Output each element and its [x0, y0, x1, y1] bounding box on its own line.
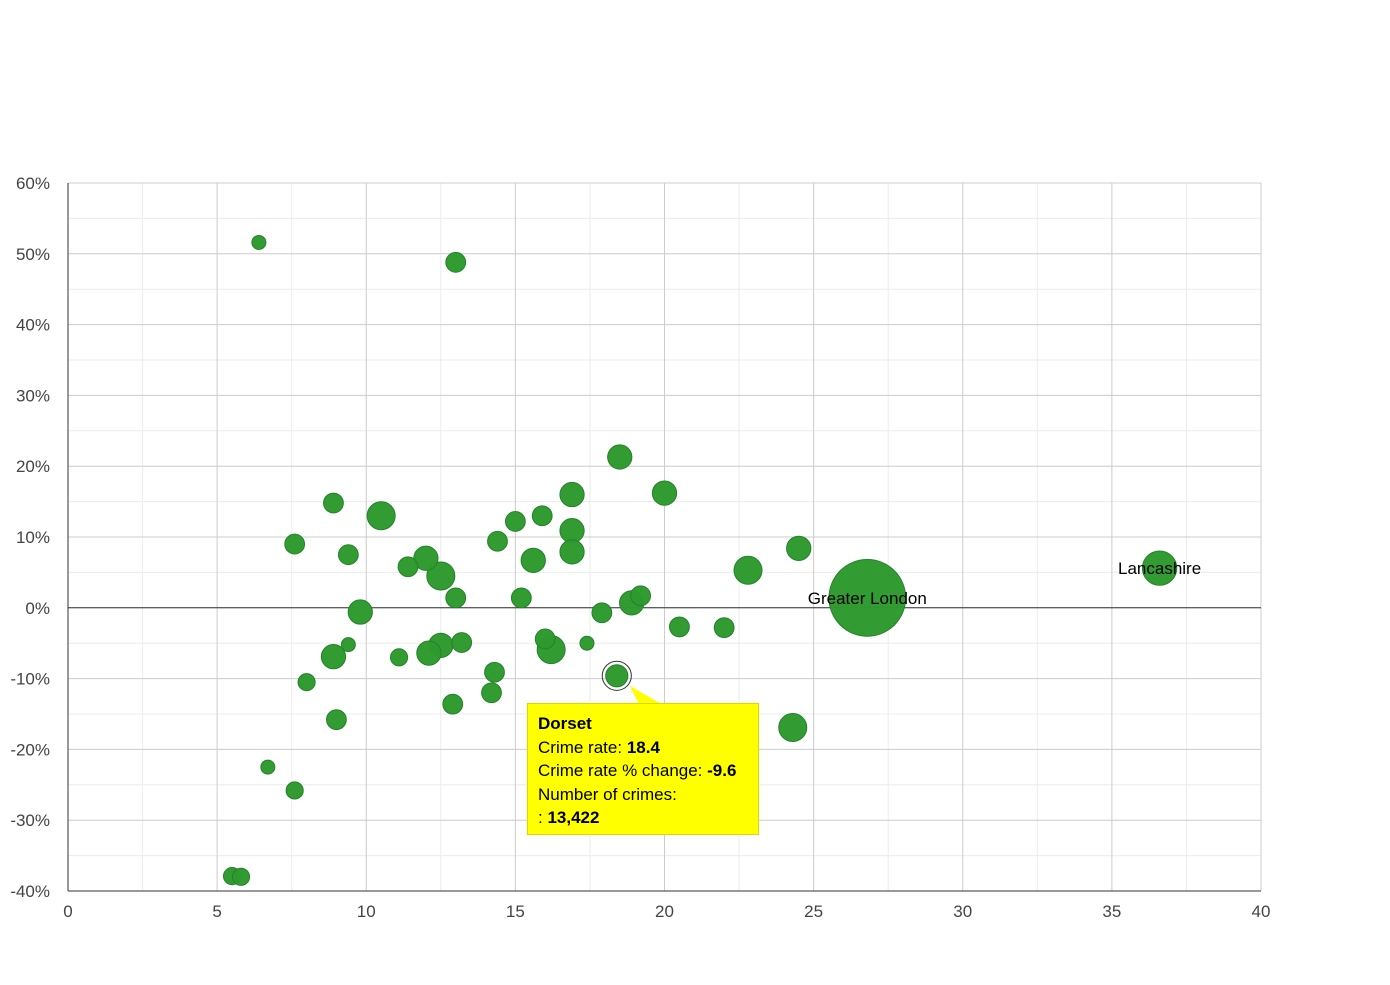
- bubble: [231, 867, 251, 886]
- bubble: [323, 492, 344, 514]
- bubble: [559, 539, 585, 565]
- bubble: [284, 533, 306, 555]
- bubble: [669, 616, 690, 638]
- y-tick-label: -20%: [10, 740, 50, 759]
- y-tick-label: -30%: [10, 811, 50, 830]
- bubble: [504, 511, 526, 532]
- bubble: [389, 648, 409, 667]
- bubble: [559, 481, 585, 508]
- x-tick-label: 25: [804, 902, 823, 921]
- bubble: [579, 635, 595, 651]
- x-tick-label: 30: [953, 902, 972, 921]
- x-tick-label: 35: [1102, 902, 1121, 921]
- bubble-greater-london: [828, 559, 907, 637]
- bubble: [297, 673, 316, 692]
- bubble: [484, 661, 505, 683]
- bubble: [733, 555, 763, 585]
- tooltip-change-label: Crime rate % change:: [538, 761, 703, 780]
- y-tick-label: 30%: [16, 386, 50, 405]
- y-tick-label: 0%: [25, 599, 50, 618]
- tooltip-pointer: [629, 685, 661, 704]
- bubble: [445, 251, 467, 273]
- bubble: [251, 234, 267, 250]
- y-tick-label: 40%: [16, 316, 50, 335]
- bubble: [534, 628, 556, 650]
- bubble: [630, 585, 652, 607]
- bubble: [559, 518, 585, 544]
- x-tick-label: 15: [506, 902, 525, 921]
- bubble: [260, 759, 276, 775]
- bubble: [531, 505, 553, 527]
- axes: [67, 183, 1261, 892]
- x-tick-label: 0: [63, 902, 72, 921]
- bubble: [778, 712, 808, 742]
- bubble: [320, 644, 347, 670]
- bubble: [786, 535, 812, 561]
- bubble: [337, 544, 359, 566]
- tooltip-pointer-arrow: [629, 685, 661, 704]
- tooltip-count-label: Number of crimes:: [538, 784, 677, 804]
- x-tick-label: 10: [357, 902, 376, 921]
- bubble-dorset: [605, 664, 629, 688]
- tooltip-rate-value: 18.4: [626, 737, 660, 757]
- bubble: [347, 599, 373, 625]
- bubble: [510, 587, 532, 609]
- tooltip-rate-label: Crime rate:: [538, 737, 623, 757]
- tick-labels: 0 5 10 15 20 25 30 35 40 60% 50% 40% 30% 20% 10% 0% -10%…: [10, 174, 1270, 921]
- bubble: [340, 637, 356, 653]
- bubble-labels: Greater London Lancashire: [808, 559, 1201, 608]
- bubble: [451, 632, 473, 653]
- bubble: [445, 587, 467, 609]
- tooltip-change-value: -9.6: [707, 761, 737, 780]
- y-tick-label: -40%: [10, 882, 50, 901]
- bubble: [651, 480, 678, 506]
- bubble: [713, 617, 735, 639]
- bubble: [416, 640, 442, 666]
- tooltip-count-prefix: :: [538, 808, 543, 827]
- bubble: [591, 602, 613, 624]
- tooltip: Dorset Crime rate: 18.4 Crime rate % cha…: [527, 703, 759, 835]
- bubble: [520, 547, 546, 573]
- bubble: [481, 682, 502, 704]
- bubble-highlight-ring: [601, 660, 632, 691]
- bubble: [487, 530, 508, 552]
- bubble-label-lancashire: Lancashire: [1118, 559, 1201, 578]
- y-tick-label: -10%: [10, 670, 50, 689]
- y-tick-label: 20%: [16, 457, 50, 476]
- bubble: [326, 709, 347, 731]
- y-tick-label: 50%: [16, 245, 50, 264]
- bubbles: [222, 234, 1178, 886]
- bubble: [397, 556, 419, 578]
- y-tick-label: 60%: [16, 174, 50, 193]
- bubble: [426, 561, 456, 591]
- x-tick-label: 20: [655, 902, 674, 921]
- bubble: [607, 444, 633, 470]
- y-tick-label: 10%: [16, 528, 50, 547]
- bubble-label-greater-london: Greater London: [808, 589, 927, 608]
- bubble: [285, 781, 304, 800]
- x-tick-label: 5: [212, 902, 221, 921]
- tooltip-count-value: 13,422: [547, 808, 600, 827]
- bubble: [366, 501, 396, 531]
- x-tick-label: 40: [1252, 902, 1271, 921]
- bubble-lancashire: [1141, 550, 1178, 586]
- tooltip-title: Dorset: [538, 714, 592, 733]
- bubble: [442, 693, 464, 715]
